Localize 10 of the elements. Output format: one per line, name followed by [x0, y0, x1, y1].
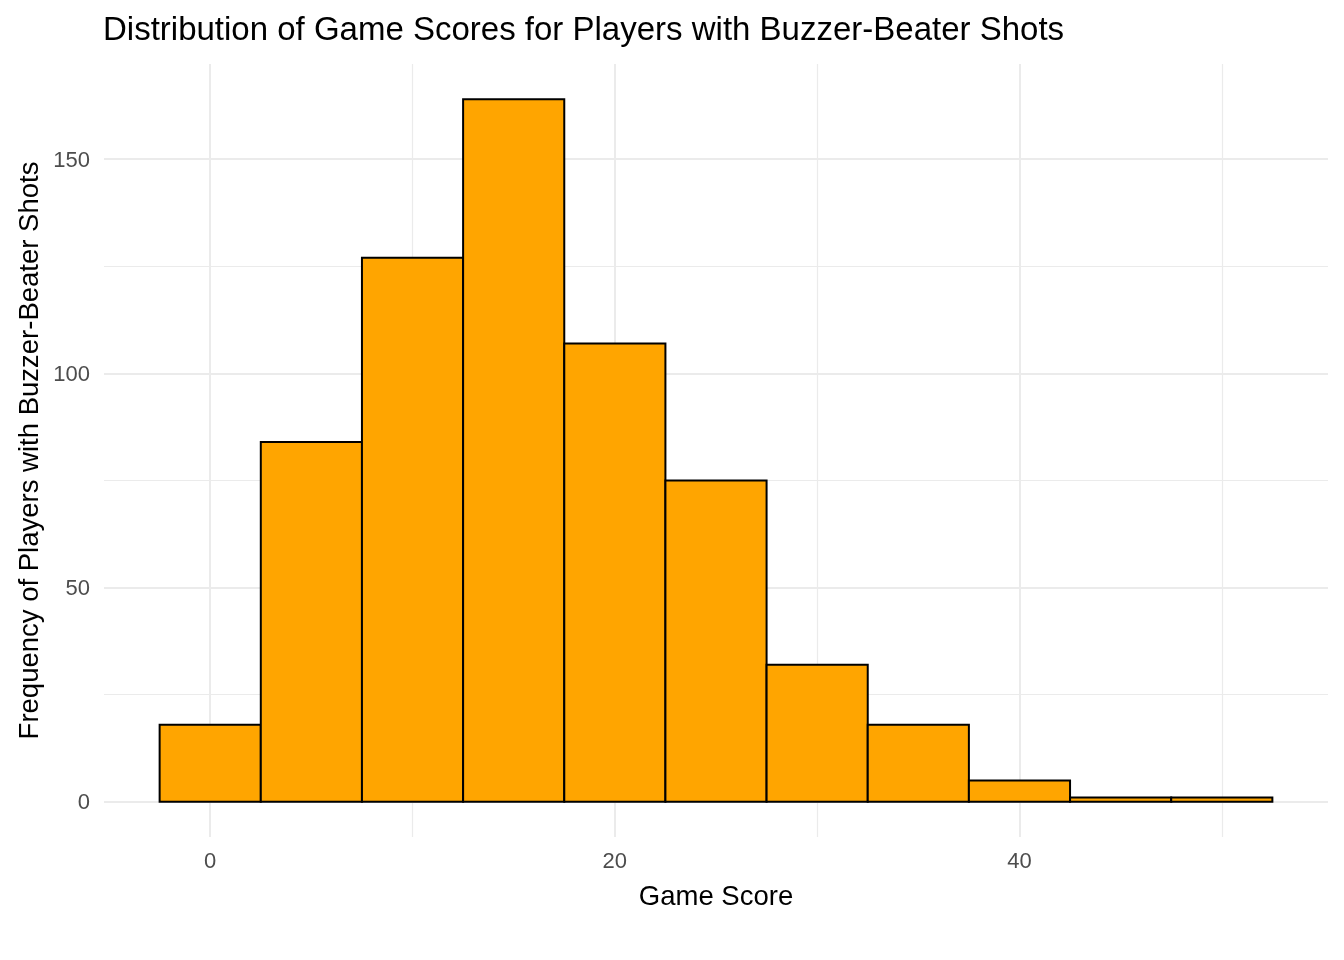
x-tick-label: 0 [204, 847, 217, 873]
x-tick-label: 20 [602, 847, 628, 873]
y-tick-label: 0 [77, 789, 90, 815]
y-axis-title: Frequency of Players with Buzzer-Beater Shots [12, 161, 44, 740]
y-tick-label: 100 [53, 360, 90, 386]
x-axis-title: Game Score [638, 879, 794, 911]
x-tick-label: 40 [1007, 847, 1032, 873]
chart-title: Distribution of Game Scores for Players with Buzzer-Beater Shots [103, 10, 1065, 47]
y-tick-label: 150 [53, 146, 90, 172]
y-tick-label: 50 [65, 575, 90, 601]
